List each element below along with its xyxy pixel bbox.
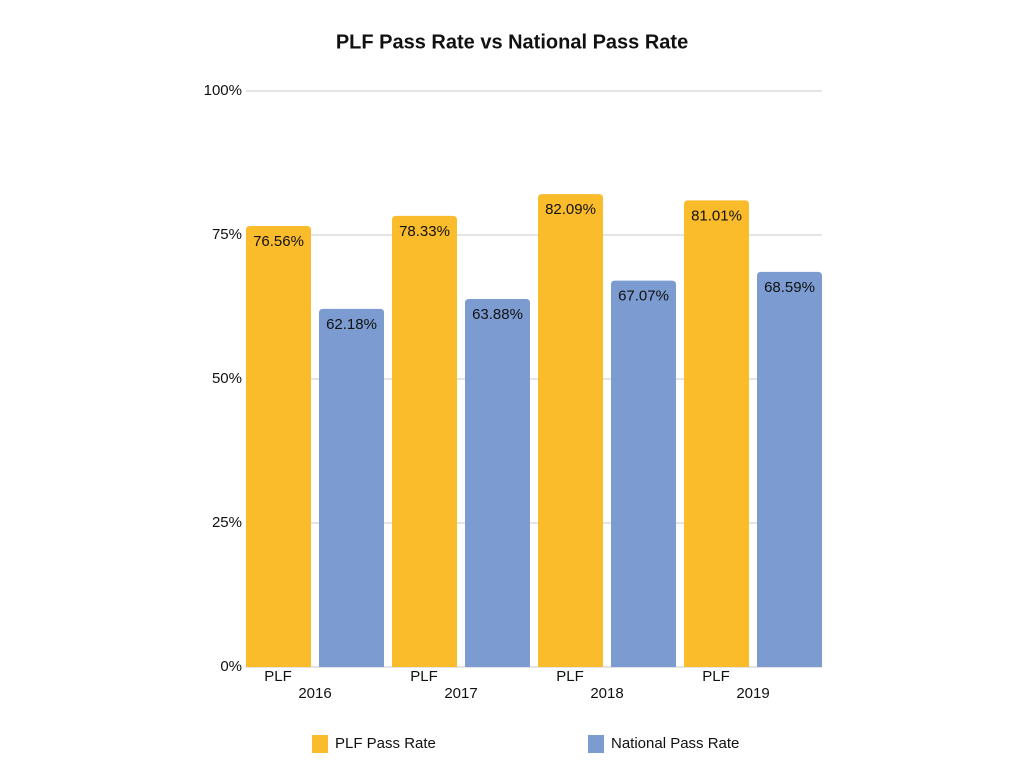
bar (392, 215, 457, 667)
bar (757, 271, 822, 667)
value-label: 76.56% (253, 233, 304, 250)
y-tick-label: 50% (212, 370, 242, 387)
legend-swatch (312, 735, 328, 753)
y-tick-label: 75% (212, 226, 242, 243)
x-tick-prefix: PLF (556, 668, 584, 685)
bar (465, 299, 530, 667)
value-label: 82.09% (545, 201, 596, 218)
value-label: 67.07% (618, 288, 669, 305)
value-label: 63.88% (472, 306, 523, 323)
x-tick-label: 2016 (298, 685, 331, 702)
value-label: 62.18% (326, 316, 377, 333)
y-tick-label: 100% (204, 82, 242, 99)
x-tick-prefix: PLF (264, 668, 292, 685)
legend-label: National Pass Rate (611, 735, 739, 752)
x-tick-prefix: PLF (702, 668, 730, 685)
x-tick-label: 2019 (736, 685, 769, 702)
value-label: 81.01% (691, 207, 742, 224)
y-tick-label: 25% (212, 514, 242, 531)
x-tick-label: 2018 (590, 685, 623, 702)
chart-title: PLF Pass Rate vs National Pass Rate (336, 31, 688, 53)
bar (538, 194, 603, 667)
legend-label: PLF Pass Rate (335, 735, 436, 752)
x-tick-label: 2017 (444, 685, 477, 702)
value-label: 68.59% (764, 279, 815, 296)
bar (684, 200, 749, 668)
bar (319, 308, 384, 667)
y-tick-label: 0% (220, 658, 242, 675)
legend-swatch (588, 735, 604, 753)
bar (246, 226, 311, 667)
bar (611, 280, 676, 667)
x-tick-prefix: PLF (410, 668, 438, 685)
value-label: 78.33% (399, 223, 450, 240)
